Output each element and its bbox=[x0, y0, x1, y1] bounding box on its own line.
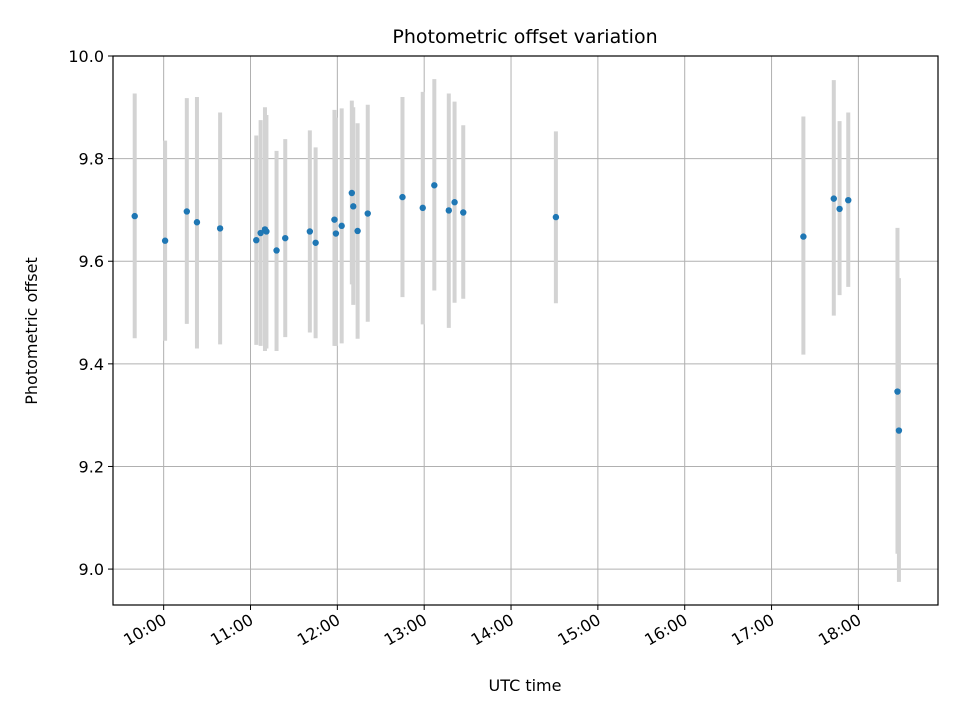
y-tick-label: 9.6 bbox=[79, 252, 104, 271]
data-point bbox=[216, 225, 224, 232]
data-point bbox=[131, 212, 138, 220]
chart-title: Photometric offset variation bbox=[392, 26, 657, 48]
data-point bbox=[431, 182, 438, 189]
data-point bbox=[894, 388, 901, 395]
y-tick-label: 9.2 bbox=[79, 457, 104, 476]
data-point bbox=[282, 234, 289, 242]
data-point bbox=[332, 230, 340, 237]
data-point bbox=[800, 233, 807, 240]
y-tick-label: 9.4 bbox=[79, 355, 104, 374]
data-point bbox=[257, 229, 264, 237]
data-point bbox=[552, 213, 560, 221]
data-point bbox=[845, 196, 852, 204]
data-point bbox=[263, 228, 270, 235]
data-point bbox=[364, 210, 371, 217]
data-point bbox=[895, 427, 903, 434]
data-point bbox=[445, 207, 452, 214]
y-axis-label: Photometric offset bbox=[22, 257, 41, 405]
data-point bbox=[350, 203, 357, 210]
data-point bbox=[193, 219, 201, 226]
y-tick-label: 10.0 bbox=[68, 47, 104, 66]
data-point bbox=[312, 239, 319, 246]
data-point bbox=[183, 208, 191, 215]
plot-frame bbox=[112, 55, 939, 606]
data-point bbox=[331, 216, 338, 223]
data-point bbox=[836, 205, 843, 213]
x-axis-label: UTC time bbox=[489, 676, 562, 695]
y-tick-label: 9.8 bbox=[79, 150, 104, 169]
data-point bbox=[338, 222, 345, 230]
data-point bbox=[306, 228, 314, 235]
data-point bbox=[348, 189, 356, 197]
data-point bbox=[161, 237, 169, 244]
grid bbox=[113, 55, 938, 605]
y-axis: 9.0 9.2 9.4 9.6 9.8 10.0 bbox=[68, 47, 113, 579]
data-point bbox=[354, 227, 361, 235]
data-point bbox=[460, 209, 467, 216]
data-point bbox=[273, 247, 280, 254]
data-points bbox=[131, 182, 903, 434]
data-point bbox=[399, 193, 406, 201]
data-point bbox=[253, 236, 260, 244]
y-tick-label: 9.0 bbox=[79, 560, 104, 579]
data-point bbox=[830, 195, 837, 202]
data-point bbox=[451, 199, 458, 206]
data-point bbox=[419, 204, 426, 212]
